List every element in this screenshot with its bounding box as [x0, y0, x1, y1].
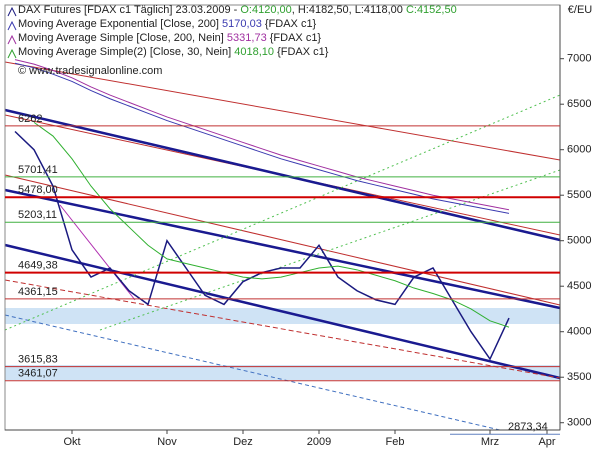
trend-line: [59, 204, 136, 301]
sep: ,: [292, 4, 295, 16]
legend-tag: {FDAX c1}: [277, 46, 329, 58]
legend-label: Moving Average Simple [Close, 200, Nein]: [18, 32, 224, 44]
sep: ,: [349, 4, 352, 16]
legend-icon: [7, 34, 17, 45]
header-high: H:4182,50: [298, 4, 349, 16]
level-label: 3615,83: [18, 354, 58, 366]
x-tick-label: Apr: [538, 436, 555, 448]
trend-line: [4, 243, 561, 380]
legend-entry: Moving Average Simple(2) [Close, 30, Nei…: [18, 46, 329, 58]
support-band: [5, 365, 560, 380]
legend-icon: [7, 20, 17, 31]
legend-value: 5331,73: [227, 32, 267, 44]
level-label: 5203,11: [18, 209, 57, 221]
legend-label: Moving Average Exponential [Close, 200]: [18, 18, 219, 30]
header-low: L:4118,00: [355, 4, 403, 16]
level-label: 5701,41: [18, 164, 58, 176]
series-line: [14, 59, 510, 211]
x-tick-label: Okt: [63, 436, 80, 448]
y-tick-label: 4000: [567, 326, 591, 338]
y-tick-label: 3000: [567, 417, 591, 429]
legend: Moving Average Exponential [Close, 200] …: [7, 6, 329, 59]
trend-line: [4, 314, 501, 431]
y-tick-label: 5000: [567, 235, 591, 247]
trend-line: [4, 94, 561, 331]
header-close: C:4152,50: [406, 4, 457, 16]
legend-icon: [7, 6, 17, 17]
support-band: [5, 308, 560, 324]
trend-line: [4, 61, 561, 161]
x-tick-label: Mrz: [481, 436, 499, 448]
x-tick-label: Feb: [386, 436, 405, 448]
watermark: © www.tradesignalonline.com: [18, 65, 162, 77]
y-tick-label: 6000: [567, 144, 591, 156]
header-title: DAX Futures [FDAX c1 Täglich] 23.03.2009…: [18, 4, 238, 16]
legend-entry: Moving Average Exponential [Close, 200] …: [18, 18, 317, 30]
legend-value: 5170,03: [222, 18, 262, 30]
level-label: 3461,07: [18, 368, 58, 380]
legend-tag: {FDAX c1}: [270, 32, 322, 44]
series-line: [33, 121, 510, 328]
legend-value: 4018,10: [234, 46, 274, 58]
trend-lines: [4, 61, 561, 431]
level-label: 6262: [18, 113, 42, 125]
y-tick-label: 3500: [567, 371, 591, 383]
y-label: €/EU: [568, 4, 593, 16]
x-tick-label: 2009: [307, 436, 331, 448]
trend-line: [4, 279, 561, 379]
x-tick-label: Nov: [157, 436, 177, 448]
legend-tag: {FDAX c1}: [265, 18, 317, 30]
x-tick-label: Dez: [233, 436, 253, 448]
y-tick-label: 7000: [567, 53, 591, 65]
y-tick-label: 6500: [567, 98, 591, 110]
y-tick-label: 4500: [567, 280, 591, 292]
header-open: O:4120,00: [240, 4, 291, 16]
legend-label: Moving Average Simple(2) [Close, 30, Nei…: [18, 46, 231, 58]
trend-line: [4, 108, 561, 242]
level-label: 4361,15: [18, 286, 58, 298]
level-label: 4649,38: [18, 260, 58, 272]
level-label: 5478,00: [18, 184, 58, 196]
legend-icon: [7, 48, 17, 59]
legend-entry: Moving Average Simple [Close, 200, Nein]…: [18, 32, 321, 44]
trend-line: [4, 188, 561, 310]
y-tick-label: 5500: [567, 189, 591, 201]
header: DAX Futures [FDAX c1 Täglich] 23.03.2009…: [18, 4, 457, 16]
level-label: 2873,34: [508, 421, 548, 433]
